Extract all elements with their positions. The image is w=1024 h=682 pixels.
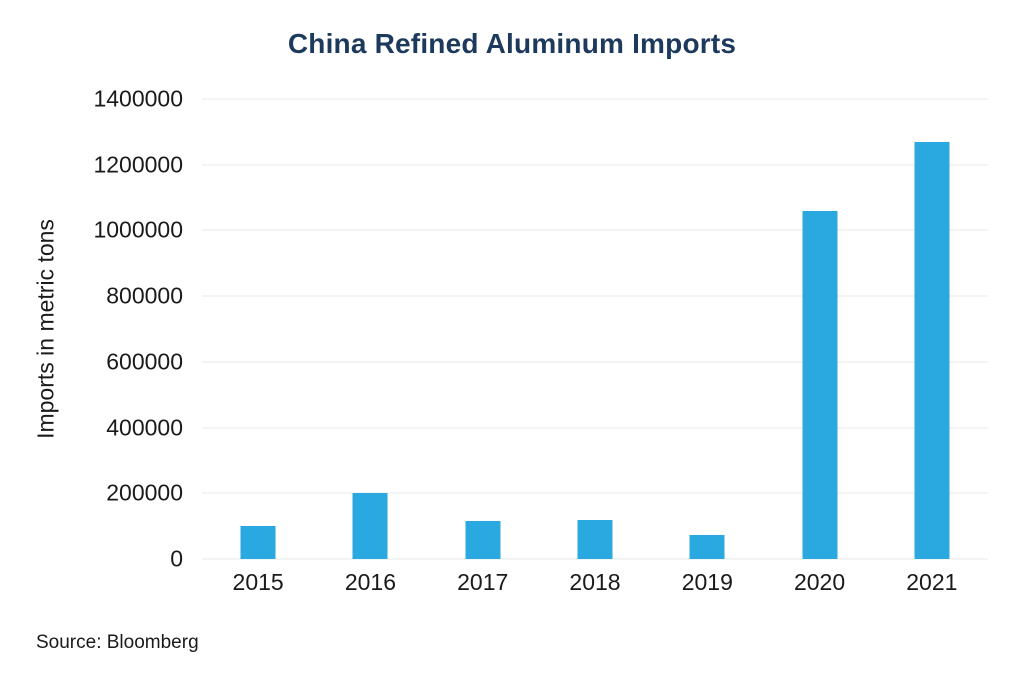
x-axis-tick-labels: 2015 2016 2017 2018 2019 2020 2021 — [202, 571, 988, 601]
gridline — [202, 427, 988, 429]
bar-2018 — [577, 519, 613, 559]
x-tick-label: 2021 — [906, 569, 958, 595]
gridline — [202, 492, 988, 494]
gridline — [202, 558, 988, 560]
y-tick-label: 0 — [170, 545, 183, 572]
gridline — [202, 229, 988, 231]
bar-2021 — [914, 141, 950, 559]
gridline — [202, 164, 988, 166]
chart-title: China Refined Aluminum Imports — [287, 28, 737, 59]
y-tick-label: 1000000 — [93, 216, 183, 243]
bar-2015 — [240, 526, 276, 559]
y-tick-label: 200000 — [106, 479, 183, 506]
source-note: Source: Bloomberg — [36, 632, 199, 653]
y-tick-label: 800000 — [106, 282, 183, 309]
x-tick-label: 2019 — [681, 569, 733, 595]
bar-2017 — [465, 521, 501, 559]
x-tick-label: 2020 — [793, 569, 846, 595]
y-tick-label: 600000 — [106, 348, 183, 375]
gridline — [202, 295, 988, 297]
x-tick-label: 2017 — [457, 569, 509, 595]
x-tick-label: 2018 — [569, 569, 621, 595]
gridline — [202, 361, 988, 363]
y-axis-tick-labels: 0 200000 400000 600000 800000 1000000 1200000 1… — [0, 87, 183, 570]
gridline — [202, 98, 988, 100]
x-tick-label: 2015 — [232, 569, 284, 595]
plot-area — [202, 98, 988, 560]
bar-2016 — [352, 493, 388, 559]
bar-2019 — [689, 535, 725, 559]
x-tick-label: 2016 — [344, 569, 397, 595]
bar-2020 — [802, 210, 838, 559]
y-tick-label: 1200000 — [93, 151, 183, 178]
y-tick-label: 400000 — [106, 414, 183, 441]
y-tick-label: 1400000 — [93, 85, 183, 112]
